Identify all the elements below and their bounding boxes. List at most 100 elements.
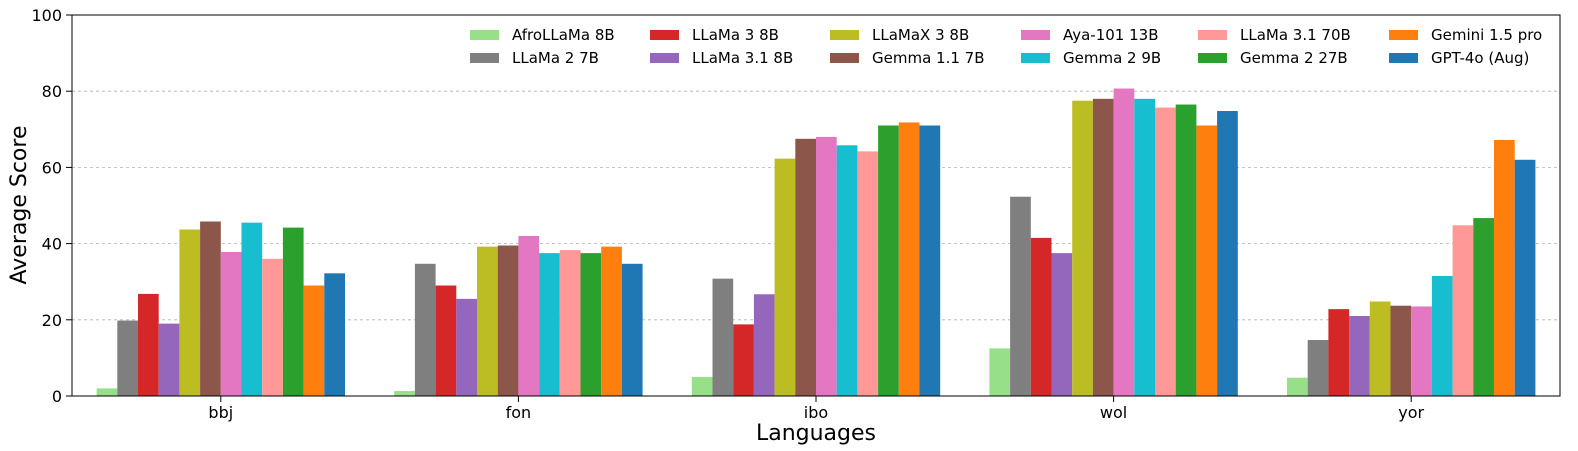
y-axis-title: Average Score xyxy=(7,126,32,285)
bar-wol-gemma-2-9b xyxy=(1134,98,1155,396)
bar-fon-aya-101-13b xyxy=(518,235,540,396)
bar-yor-llamax-3-8b xyxy=(1369,301,1391,396)
bar-bbj-llamax-3-8b xyxy=(179,229,201,396)
bar-bbj-gemma-2-27b xyxy=(282,227,304,396)
bar-bbj-gpt-4o-aug xyxy=(324,273,345,396)
bar-yor-llama-3-8b xyxy=(1328,309,1350,396)
bar-bbj-aya-101-13b xyxy=(220,251,242,396)
x-tick-label-bbj: bbj xyxy=(208,403,233,422)
bar-yor-gpt-4o-aug xyxy=(1514,159,1536,396)
legend-swatch xyxy=(650,53,679,63)
bar-fon-llama-3-1-8b xyxy=(456,298,477,396)
bar-bbj-llama-2-7b xyxy=(117,320,138,396)
bar-ibo-gemma-2-9b xyxy=(836,145,858,396)
bar-wol-aya-101-13b xyxy=(1113,88,1135,397)
x-tick-label-fon: fon xyxy=(506,403,532,422)
y-tick-label: 0 xyxy=(52,387,62,406)
bar-fon-llamax-3-8b xyxy=(477,246,498,396)
x-axis-title: Languages xyxy=(756,421,876,446)
bar-ibo-llama-3-1-8b xyxy=(753,294,775,396)
bar-wol-llama-2-7b xyxy=(1010,196,1031,396)
bar-wol-llama-3-1-70b xyxy=(1155,107,1176,396)
bar-ibo-gpt-4o-aug xyxy=(919,125,941,397)
y-tick-label: 100 xyxy=(31,6,62,25)
legend-swatch xyxy=(470,30,499,40)
bar-yor-aya-101-13b xyxy=(1411,306,1432,396)
bar-ibo-gemini-1-5-pro xyxy=(898,122,920,396)
bar-ibo-afrollama-8b xyxy=(691,376,713,396)
bar-wol-llama-3-8b xyxy=(1030,237,1052,396)
bar-ibo-gemma-2-27b xyxy=(878,125,899,397)
bar-fon-gemma-2-27b xyxy=(580,253,602,396)
legend-label: LLaMa 2 7B xyxy=(512,49,599,67)
axis-ticks: 0 20 40 60 80 100 bbj fon ibo wol yor xyxy=(31,6,1424,422)
bar-wol-gemini-1-5-pro xyxy=(1196,125,1218,397)
legend-swatch xyxy=(830,30,859,40)
legend-swatch xyxy=(470,53,499,63)
x-tick-label-yor: yor xyxy=(1398,403,1424,422)
bar-ibo-aya-101-13b xyxy=(816,136,837,397)
legend-label: Aya-101 13B xyxy=(1063,26,1159,44)
bar-ibo-llama-3-8b xyxy=(733,324,754,396)
legend-label: Gemini 1.5 pro xyxy=(1431,26,1542,44)
legend: AfroLLaMa 8B LLaMa 2 7B LLaMa 3 8B LLaMa 3.… xyxy=(470,26,1542,67)
bar-bbj-llama-3-8b xyxy=(138,293,159,396)
bar-yor-gemma-2-9b xyxy=(1431,275,1453,396)
bar-ibo-llama-3-1-70b xyxy=(857,151,879,396)
bar-wol-gemma-1-1-7b xyxy=(1092,98,1114,396)
y-tick-label: 20 xyxy=(42,311,62,330)
bar-fon-gemma-2-9b xyxy=(539,253,560,396)
legend-swatch xyxy=(830,53,859,63)
bar-bbj-gemini-1-5-pro xyxy=(303,285,325,396)
legend-swatch xyxy=(1389,53,1418,63)
bar-ibo-gemma-1-1-7b xyxy=(795,138,816,396)
bar-wol-llamax-3-8b xyxy=(1072,100,1093,396)
legend-swatch xyxy=(1021,30,1050,40)
legend-label: AfroLLaMa 8B xyxy=(512,26,615,44)
bar-ibo-llamax-3-8b xyxy=(774,158,796,396)
bar-fon-llama-2-7b xyxy=(414,263,436,396)
bars xyxy=(96,88,1536,397)
legend-label: GPT-4o (Aug) xyxy=(1431,49,1529,67)
bar-wol-gpt-4o-aug xyxy=(1217,111,1238,397)
bar-yor-llama-2-7b xyxy=(1307,339,1329,396)
bar-yor-gemini-1-5-pro xyxy=(1494,139,1515,396)
bar-fon-llama-3-1-70b xyxy=(559,250,581,396)
legend-label: LLaMa 3 8B xyxy=(692,26,779,44)
legend-swatch xyxy=(1198,53,1227,63)
y-tick-label: 60 xyxy=(42,158,62,177)
bar-fon-gemma-1-1-7b xyxy=(497,245,519,396)
bar-bbj-llama-3-1-8b xyxy=(158,323,180,396)
bar-ibo-llama-2-7b xyxy=(712,278,734,396)
x-tick-label-ibo: ibo xyxy=(804,403,828,422)
legend-label: LLaMaX 3 8B xyxy=(872,26,969,44)
bar-yor-llama-3-1-70b xyxy=(1452,225,1474,396)
legend-swatch xyxy=(650,30,679,40)
bar-fon-gpt-4o-aug xyxy=(621,263,643,396)
bar-fon-llama-3-8b xyxy=(435,285,457,396)
legend-label: Gemma 2 27B xyxy=(1240,49,1348,67)
bar-yor-afrollama-8b xyxy=(1287,377,1308,396)
legend-swatch xyxy=(1389,30,1418,40)
bar-wol-llama-3-1-8b xyxy=(1051,253,1073,396)
bar-wol-gemma-2-27b xyxy=(1175,104,1197,396)
legend-label: LLaMa 3.1 8B xyxy=(692,49,793,67)
y-tick-label: 80 xyxy=(42,82,62,101)
bar-wol-afrollama-8b xyxy=(989,348,1011,396)
bar-bbj-afrollama-8b xyxy=(96,388,118,396)
legend-label: Gemma 2 9B xyxy=(1063,49,1161,67)
legend-swatch xyxy=(1198,30,1227,40)
y-tick-label: 40 xyxy=(42,235,62,254)
bar-bbj-llama-3-1-70b xyxy=(262,258,283,396)
bar-yor-llama-3-1-8b xyxy=(1349,315,1370,396)
legend-label: LLaMa 3.1 70B xyxy=(1240,26,1351,44)
legend-swatch xyxy=(1021,53,1050,63)
bar-fon-gemini-1-5-pro xyxy=(601,246,622,396)
bar-bbj-gemma-1-1-7b xyxy=(200,221,221,396)
bar-fon-afrollama-8b xyxy=(394,391,415,396)
legend-label: Gemma 1.1 7B xyxy=(872,49,985,67)
bar-yor-gemma-1-1-7b xyxy=(1390,305,1412,396)
bar-bbj-gemma-2-9b xyxy=(241,222,263,396)
